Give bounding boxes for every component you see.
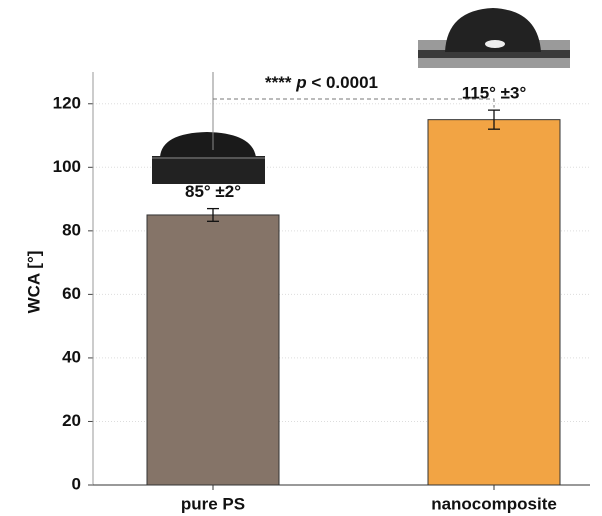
x-tick-label: pure PS xyxy=(181,494,245,513)
droplet-image-pure-ps xyxy=(152,132,265,184)
y-tick-label: 80 xyxy=(62,220,81,239)
droplet-image-nanocomposite xyxy=(418,8,570,68)
y-tick-label: 100 xyxy=(53,157,81,176)
value-label: 115° ±3° xyxy=(462,84,527,103)
significance-p: p xyxy=(295,73,306,92)
significance-threshold: < 0.0001 xyxy=(311,73,378,92)
y-axis-label: WCA [°] xyxy=(24,251,43,314)
y-tick-label: 120 xyxy=(53,93,81,112)
significance-label: **** p < 0.0001 xyxy=(265,73,378,92)
bar xyxy=(427,119,561,486)
y-tick-label: 40 xyxy=(62,347,81,366)
y-tick-label: 0 xyxy=(72,474,81,493)
y-tick-label: 20 xyxy=(62,411,81,430)
y-tick-label: 60 xyxy=(62,284,81,303)
bracket xyxy=(213,98,495,108)
bar xyxy=(146,214,280,486)
significance-stars: **** xyxy=(265,73,292,92)
value-label: 85° ±2° xyxy=(185,182,241,201)
x-tick-label: nanocomposite xyxy=(431,494,557,513)
